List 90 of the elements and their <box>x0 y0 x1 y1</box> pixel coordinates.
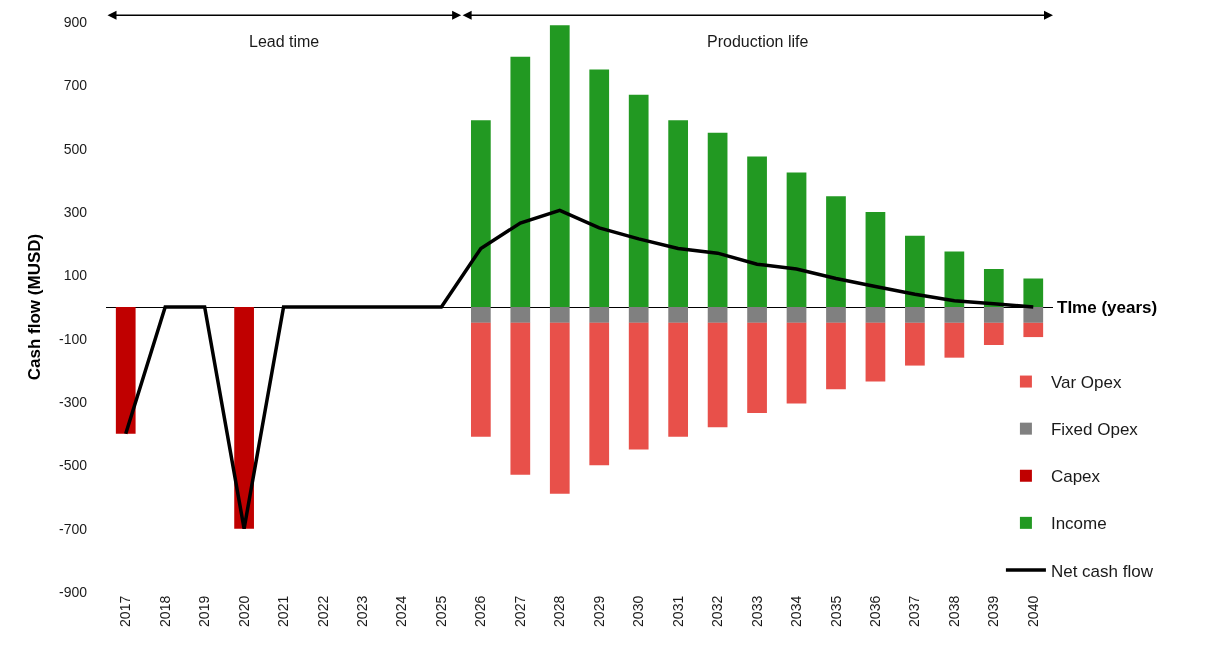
bar <box>983 307 1004 323</box>
y-tick-label: -500 <box>58 457 88 474</box>
bar <box>1023 307 1044 323</box>
bar <box>1023 322 1044 338</box>
legend-label: Fixed Opex <box>1050 420 1139 440</box>
y-tick-label: -300 <box>58 393 88 410</box>
bar <box>865 307 886 323</box>
legend-label: Net cash flow <box>1050 561 1154 581</box>
legend-label: Capex <box>1050 467 1101 487</box>
x-tick-label: 2030 <box>630 595 647 627</box>
bar <box>470 322 491 437</box>
bar <box>589 69 610 307</box>
bar <box>826 307 846 323</box>
bar <box>668 307 689 323</box>
x-tick-label: 2031 <box>669 595 686 627</box>
annotation: Production life <box>707 33 809 50</box>
x-tick-label: 2037 <box>906 595 923 627</box>
x-tick-label: 2039 <box>985 595 1002 627</box>
bar <box>628 307 649 323</box>
x-tick-label: 2032 <box>709 595 726 627</box>
bar <box>510 322 531 475</box>
bar <box>1023 278 1044 307</box>
x-tick-label: 2020 <box>235 595 252 627</box>
x-tick-label: 2036 <box>866 595 883 627</box>
x-tick-label: 2018 <box>156 595 173 627</box>
bar <box>707 132 728 307</box>
bar <box>786 172 807 307</box>
bar <box>115 307 136 434</box>
bar <box>747 307 767 323</box>
x-tick-label: 2021 <box>275 595 292 627</box>
x-tick-label: 2028 <box>551 595 568 627</box>
bar <box>826 322 846 390</box>
y-tick-label: 700 <box>63 77 88 94</box>
bar <box>944 251 965 307</box>
x-axis-title: TIme (years) <box>1057 298 1158 317</box>
y-tick-label: -100 <box>58 330 88 347</box>
y-tick-label: 900 <box>63 13 88 30</box>
x-tick-label: 2024 <box>393 595 410 627</box>
bar <box>786 307 807 323</box>
bar <box>707 307 728 323</box>
bar <box>549 307 570 323</box>
bar <box>589 307 610 323</box>
bar <box>549 322 570 494</box>
y-tick-label: -900 <box>58 583 88 600</box>
bar <box>589 322 610 466</box>
x-tick-label: 2026 <box>472 595 489 627</box>
x-tick-label: 2017 <box>117 595 134 627</box>
bar <box>983 322 1004 345</box>
y-tick-label: 100 <box>63 267 88 284</box>
bar <box>826 196 846 307</box>
bar <box>668 322 689 437</box>
bar <box>549 25 570 307</box>
bar <box>905 235 925 307</box>
bar <box>707 322 728 428</box>
y-tick-label: 500 <box>63 140 88 157</box>
bar <box>905 322 925 366</box>
annotation: Lead time <box>249 33 320 50</box>
x-tick-label: 2040 <box>1024 595 1041 627</box>
bar <box>865 212 886 307</box>
x-tick-label: 2038 <box>945 595 962 627</box>
x-tick-label: 2027 <box>511 595 528 627</box>
bar <box>470 120 491 307</box>
legend-label: Income <box>1050 514 1107 534</box>
y-tick-label: 300 <box>63 203 88 220</box>
bar <box>234 307 254 529</box>
x-tick-label: 2035 <box>827 595 844 627</box>
bar <box>510 56 531 307</box>
bar <box>668 120 689 307</box>
y-axis-title: Cash flow (MUSD) <box>24 233 44 381</box>
bar <box>983 269 1004 307</box>
legend-label: Var Opex <box>1050 373 1122 393</box>
bar <box>944 307 965 323</box>
bar <box>905 307 925 323</box>
x-tick-label: 2033 <box>748 595 765 627</box>
x-tick-label: 2019 <box>196 595 213 627</box>
bar <box>747 156 767 307</box>
x-tick-label: 2034 <box>788 595 805 627</box>
bar <box>786 322 807 404</box>
bar <box>628 322 649 450</box>
x-tick-label: 2023 <box>354 595 371 627</box>
x-tick-label: 2029 <box>590 595 607 627</box>
bar <box>865 322 886 382</box>
bar <box>747 322 767 414</box>
bar <box>510 307 531 323</box>
x-tick-label: 2025 <box>432 595 449 627</box>
x-tick-label: 2022 <box>314 595 331 627</box>
bar <box>628 94 649 307</box>
bar <box>470 307 491 323</box>
bar <box>944 322 965 358</box>
y-tick-label: -700 <box>58 520 88 537</box>
